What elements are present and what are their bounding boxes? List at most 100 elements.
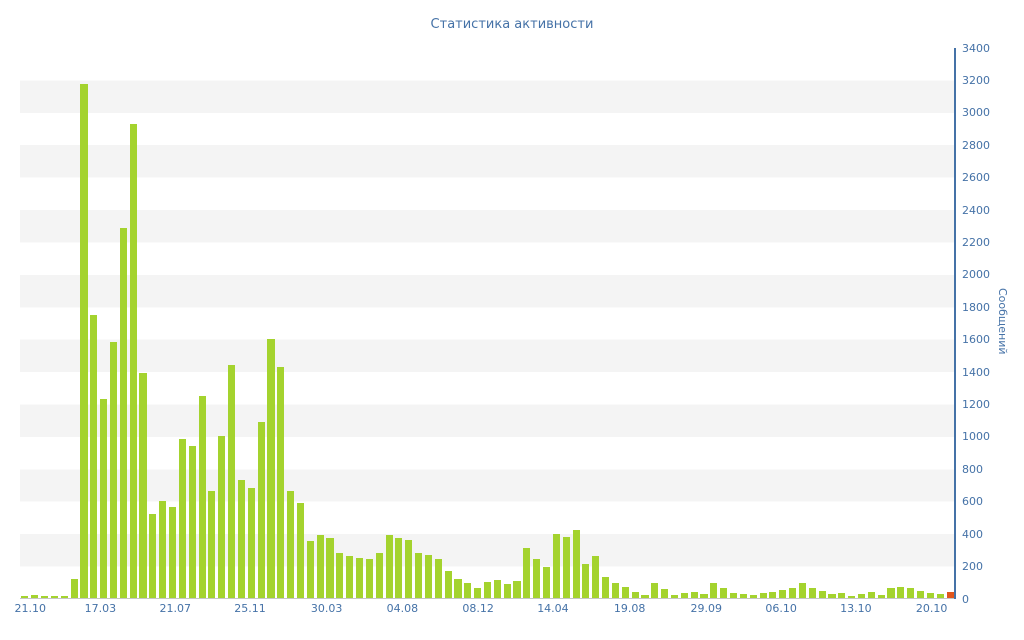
x-tick-label: 13.10 [840,602,872,615]
bar [582,564,590,598]
bar [237,479,245,598]
bar [857,593,866,598]
bar [779,589,787,598]
y-tick-label: 0 [962,592,969,606]
bar [661,589,669,598]
x-tick-label: 21.07 [159,602,191,615]
x-tick-label: 06.10 [765,602,797,615]
bar [710,583,718,598]
bar [316,534,324,598]
bar [602,576,610,598]
bar [523,547,531,598]
x-tick-label: 14.04 [537,602,569,615]
bar [503,584,511,598]
bar [936,593,944,598]
y-tick-label: 2200 [962,235,990,249]
y-tick-label: 2400 [962,203,990,217]
bar [365,559,373,598]
bar [690,592,698,598]
bar [759,593,767,598]
x-tick-label: 08.12 [462,602,494,615]
bar [808,588,816,598]
bar [287,491,295,598]
bar [720,588,728,598]
x-tick-label: 19.08 [613,602,646,615]
y-tick-label: 800 [962,462,983,476]
bar [434,559,442,598]
bar [100,399,108,598]
bar [670,594,679,598]
bar [454,578,462,598]
y-tick-label: 1600 [962,333,990,347]
bar [739,593,747,598]
bar [267,339,275,598]
bar [592,555,600,598]
bar [228,365,236,598]
x-tick-label: 29.09 [690,602,723,615]
bar [109,342,118,598]
bar [296,502,305,598]
bar [257,421,265,598]
bar [828,593,836,598]
x-tick-label: 20.10 [915,602,948,615]
bar [41,596,49,598]
bar [306,541,314,598]
chart-title: Статистика активности [430,17,594,32]
bar [877,594,885,598]
y-tick-label: 1200 [962,398,990,412]
bar [218,436,226,598]
bar [70,578,78,598]
bar [483,581,492,598]
bar [159,500,167,598]
bar [415,552,423,598]
bar [897,586,905,598]
bar [562,536,570,598]
bar [621,586,629,598]
y-tick-label: 400 [962,527,983,541]
bar [60,596,68,598]
bar [247,488,255,598]
bar [700,593,708,598]
bar [139,373,147,598]
y-tick-label: 1400 [962,365,990,379]
bar [631,592,639,598]
y-tick-label: 3000 [962,106,990,120]
x-tick-label: 25.11 [234,602,266,615]
bar [749,594,757,598]
bar [887,588,895,598]
bar [188,445,196,598]
bar [31,594,39,598]
bar [641,594,649,598]
bar [926,593,934,598]
x-tick-label: 04.08 [386,602,419,615]
bar [346,555,354,598]
bar [818,590,826,598]
bar [867,592,875,598]
bar [356,557,364,598]
y-tick-label: 2800 [962,138,990,152]
bar [552,534,560,598]
bar [375,552,383,598]
bar [21,595,29,598]
y-axis-title: Сообщений [996,288,1009,355]
plot-area [20,48,955,599]
bar [611,583,619,598]
x-tick-label: 30.03 [310,602,343,615]
highlighted-bar [946,592,954,598]
y-tick-label: 1800 [962,300,990,314]
y-tick-label: 1000 [962,430,990,444]
bar [769,591,777,598]
bar [198,395,206,598]
bar [907,588,915,598]
bar [50,596,58,598]
bar [90,314,98,598]
y-tick-label: 2000 [962,268,990,282]
bar [533,559,541,598]
bar [129,124,137,598]
bar [119,227,127,598]
bar [464,583,472,598]
bar [838,593,846,598]
y-tick-label: 600 [962,495,983,509]
bar [798,583,806,598]
bar [424,555,432,598]
